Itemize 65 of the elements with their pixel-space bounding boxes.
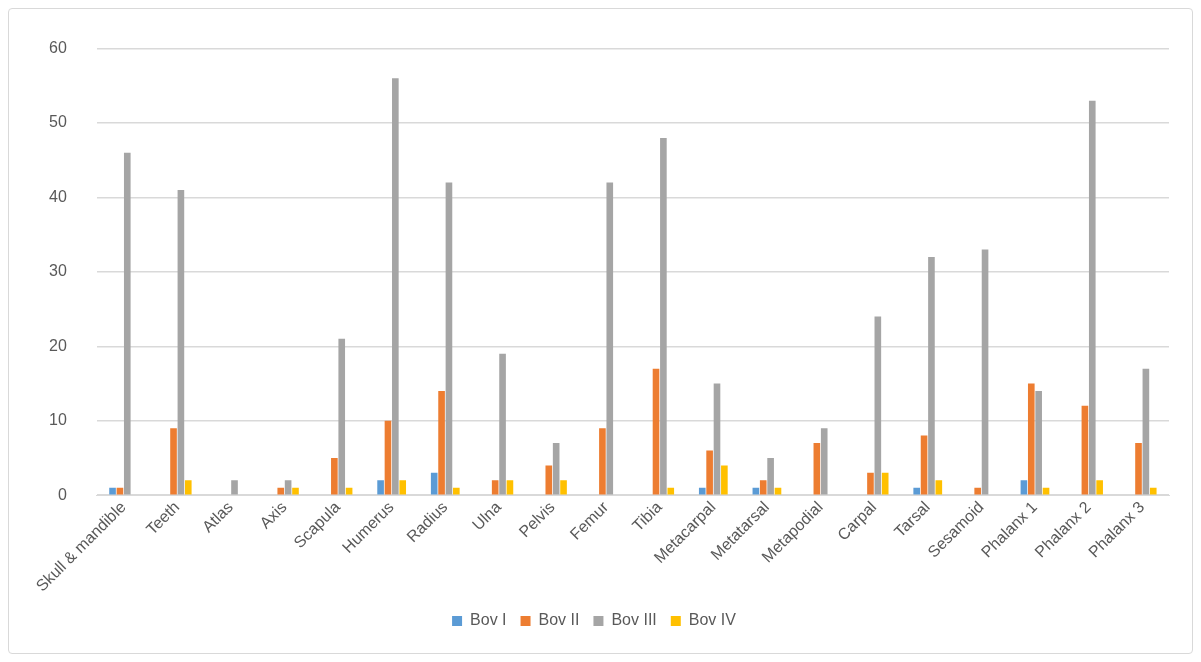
bar	[813, 443, 821, 495]
bar	[1027, 383, 1035, 495]
y-tick-label: 30	[49, 262, 67, 280]
bar	[867, 472, 874, 495]
bar	[660, 137, 667, 495]
bar	[667, 487, 675, 495]
bar	[767, 457, 774, 495]
bar	[445, 182, 453, 495]
y-tick-label: 10	[49, 411, 67, 429]
bar	[881, 472, 889, 495]
bar	[292, 487, 299, 495]
bar	[874, 316, 882, 495]
bar	[652, 368, 660, 495]
bar	[1081, 405, 1089, 495]
legend-label: Bov III	[611, 611, 657, 629]
bar	[820, 428, 828, 495]
bar	[231, 480, 238, 495]
legend-label: Bov I	[470, 611, 507, 629]
y-tick-label: 20	[49, 336, 67, 354]
y-tick-label: 50	[49, 113, 67, 131]
bar	[974, 487, 981, 495]
bar	[184, 480, 192, 495]
bar	[759, 480, 767, 495]
legend-label: Bov II	[538, 611, 580, 629]
bar	[1088, 100, 1096, 495]
bar	[430, 472, 438, 495]
bar	[706, 450, 713, 495]
bar	[331, 457, 338, 495]
bar	[545, 465, 553, 495]
legend-label: Bov IV	[688, 611, 737, 629]
bar	[277, 487, 285, 495]
bar	[599, 428, 606, 495]
bar	[453, 487, 460, 495]
bar	[499, 353, 506, 495]
bar	[698, 487, 706, 495]
x-tick-label: Ulna	[468, 498, 505, 534]
bar	[1142, 368, 1150, 495]
bar	[377, 480, 384, 495]
bar	[123, 152, 131, 495]
bar	[109, 487, 116, 495]
bar	[928, 256, 935, 495]
bar	[384, 420, 392, 495]
bar	[560, 480, 567, 495]
bar	[981, 249, 989, 495]
bar	[399, 480, 407, 495]
bar	[338, 338, 346, 495]
bar	[170, 428, 177, 495]
bar	[1096, 480, 1103, 495]
y-tick-label: 40	[49, 187, 67, 205]
bar	[721, 465, 728, 495]
bar	[1035, 390, 1042, 495]
bar	[1135, 443, 1142, 495]
y-tick-label: 0	[57, 485, 67, 503]
x-tick-label: Axis	[256, 498, 290, 532]
bar	[552, 443, 560, 495]
bar	[1149, 487, 1157, 495]
bar	[713, 383, 721, 495]
bar	[177, 190, 185, 495]
y-tick-label: 60	[49, 39, 67, 57]
bar	[935, 480, 943, 495]
bar	[606, 182, 614, 495]
bar	[913, 487, 921, 495]
bar	[438, 390, 445, 495]
bar	[491, 480, 499, 495]
bar	[392, 78, 399, 495]
